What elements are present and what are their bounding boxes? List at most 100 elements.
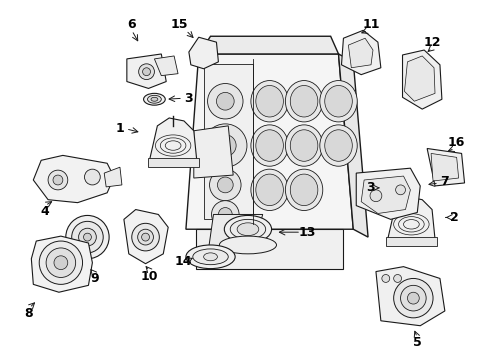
Ellipse shape xyxy=(147,95,161,103)
Polygon shape xyxy=(385,237,436,246)
Circle shape xyxy=(218,208,232,221)
Polygon shape xyxy=(193,126,233,178)
Ellipse shape xyxy=(185,245,235,269)
Ellipse shape xyxy=(151,97,158,101)
Circle shape xyxy=(138,229,153,245)
Polygon shape xyxy=(208,215,262,249)
Polygon shape xyxy=(338,54,367,237)
Text: 16: 16 xyxy=(447,136,465,149)
Ellipse shape xyxy=(203,253,217,261)
Ellipse shape xyxy=(255,174,283,206)
Circle shape xyxy=(369,190,381,202)
Polygon shape xyxy=(185,54,352,229)
Text: 5: 5 xyxy=(412,336,421,349)
Polygon shape xyxy=(198,36,338,54)
Text: 11: 11 xyxy=(362,18,379,31)
Circle shape xyxy=(207,84,243,119)
Text: 4: 4 xyxy=(41,205,49,218)
Ellipse shape xyxy=(290,174,317,206)
Text: 2: 2 xyxy=(449,211,458,224)
Text: 14: 14 xyxy=(174,255,191,268)
Circle shape xyxy=(53,175,63,185)
Ellipse shape xyxy=(250,125,288,166)
Text: 3: 3 xyxy=(365,181,374,194)
Ellipse shape xyxy=(250,81,288,122)
Polygon shape xyxy=(404,56,434,101)
Circle shape xyxy=(407,292,418,304)
Circle shape xyxy=(395,185,405,195)
Polygon shape xyxy=(195,229,343,269)
Text: 3: 3 xyxy=(184,92,193,105)
Circle shape xyxy=(39,241,82,284)
Circle shape xyxy=(72,221,103,253)
Ellipse shape xyxy=(380,183,400,193)
Polygon shape xyxy=(31,236,92,292)
Text: 6: 6 xyxy=(127,18,136,31)
Ellipse shape xyxy=(285,169,322,211)
Ellipse shape xyxy=(324,85,351,117)
Circle shape xyxy=(381,275,389,282)
Ellipse shape xyxy=(319,81,357,122)
Polygon shape xyxy=(356,168,419,219)
Ellipse shape xyxy=(285,125,322,166)
Circle shape xyxy=(217,177,233,193)
Polygon shape xyxy=(188,37,218,69)
Polygon shape xyxy=(154,56,178,76)
Ellipse shape xyxy=(143,93,165,105)
Text: 15: 15 xyxy=(170,18,187,31)
Ellipse shape xyxy=(192,249,228,265)
Circle shape xyxy=(83,233,91,241)
Ellipse shape xyxy=(255,85,283,117)
Ellipse shape xyxy=(319,125,357,166)
Ellipse shape xyxy=(255,130,283,161)
Ellipse shape xyxy=(230,219,265,239)
Circle shape xyxy=(79,228,96,246)
Circle shape xyxy=(216,93,234,110)
Text: 12: 12 xyxy=(423,36,440,49)
Polygon shape xyxy=(341,30,380,75)
Ellipse shape xyxy=(224,215,271,243)
Circle shape xyxy=(209,169,241,201)
Polygon shape xyxy=(387,197,434,239)
Text: 1: 1 xyxy=(115,122,124,135)
Ellipse shape xyxy=(387,186,393,190)
Polygon shape xyxy=(426,148,464,186)
Ellipse shape xyxy=(237,223,258,236)
Circle shape xyxy=(142,68,150,76)
Circle shape xyxy=(211,201,239,228)
Polygon shape xyxy=(347,38,372,68)
Circle shape xyxy=(131,223,159,251)
Polygon shape xyxy=(402,50,441,109)
Circle shape xyxy=(48,170,68,190)
Text: 13: 13 xyxy=(298,226,315,239)
Polygon shape xyxy=(147,158,198,167)
Ellipse shape xyxy=(219,236,276,254)
Circle shape xyxy=(66,215,109,259)
Circle shape xyxy=(46,248,76,278)
Polygon shape xyxy=(203,64,252,219)
Polygon shape xyxy=(126,54,166,89)
Circle shape xyxy=(214,135,236,156)
Ellipse shape xyxy=(285,81,322,122)
Polygon shape xyxy=(104,167,122,187)
Polygon shape xyxy=(375,267,444,326)
Text: 10: 10 xyxy=(141,270,158,283)
Circle shape xyxy=(54,256,68,270)
Ellipse shape xyxy=(250,169,288,211)
Circle shape xyxy=(393,275,401,282)
Text: 7: 7 xyxy=(440,175,448,189)
Ellipse shape xyxy=(384,184,396,191)
Ellipse shape xyxy=(290,85,317,117)
Text: 9: 9 xyxy=(90,272,99,285)
Circle shape xyxy=(139,64,154,80)
Circle shape xyxy=(400,285,425,311)
Ellipse shape xyxy=(324,130,351,161)
Circle shape xyxy=(203,124,246,167)
Polygon shape xyxy=(33,156,114,203)
Text: 8: 8 xyxy=(24,307,33,320)
Polygon shape xyxy=(361,176,409,213)
Polygon shape xyxy=(430,153,458,181)
Circle shape xyxy=(393,278,432,318)
Circle shape xyxy=(142,233,149,241)
Circle shape xyxy=(84,169,100,185)
